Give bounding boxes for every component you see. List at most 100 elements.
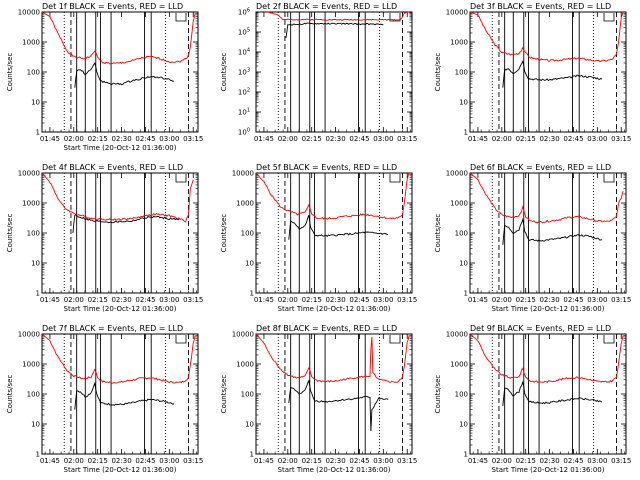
- chart-title: Det 7f BLACK = Events, RED = LLD: [42, 324, 183, 333]
- y-tick-label: 10: [459, 99, 468, 107]
- x-tick-label: 02:00: [278, 135, 298, 143]
- x-tick-label: 02:45: [563, 135, 583, 143]
- y-tick-label: 100: [455, 230, 468, 238]
- events-rate-line: [74, 381, 175, 410]
- plot-frame: [255, 333, 413, 455]
- x-tick-label: 02:30: [539, 296, 559, 304]
- legend-glyph: [175, 174, 187, 183]
- chart-panel-7: Det 7f BLACK = Events, RED = LLD 1 10 100 10…: [6, 324, 203, 474]
- y-tick-label: 1000: [22, 200, 40, 208]
- lld-rate-line: [42, 173, 194, 223]
- chart-title: Det 2f BLACK = Events, RED = LLD: [256, 2, 397, 11]
- y-tick-label: 10: [31, 99, 40, 107]
- x-tick-label: 02:15: [88, 296, 108, 304]
- chart-panel-5: Det 5f BLACK = Events, RED = LLD 1 10 100 10…: [220, 163, 417, 313]
- lld-rate-line: [42, 12, 196, 65]
- x-tick-label: 02:00: [64, 135, 84, 143]
- y-tick-label: 1: [36, 290, 40, 298]
- y-axis-label: Counts/sec: [434, 214, 442, 253]
- x-tick-label: 02:00: [278, 457, 298, 465]
- x-tick-label: 03:00: [159, 135, 179, 143]
- legend-glyph: [389, 335, 401, 344]
- x-tick-label: 03:00: [373, 296, 393, 304]
- y-tick-label: 1: [464, 129, 468, 137]
- y-tick-label: 1000: [236, 361, 254, 369]
- legend-glyph: [603, 335, 615, 344]
- chart-panel-3: Det 3f BLACK = Events, RED = LLD 1 10 100 10…: [434, 2, 631, 143]
- x-tick-label: 03:00: [159, 457, 179, 465]
- y-tick-label: 100: [455, 69, 468, 77]
- x-tick-label: 01:45: [254, 457, 274, 465]
- plot-frame: [469, 11, 627, 133]
- y-tick-label: 10: [31, 260, 40, 268]
- x-tick-label: 03:00: [159, 296, 179, 304]
- y-axis-label: Counts/sec: [434, 53, 442, 92]
- x-tick-label: 02:45: [349, 135, 369, 143]
- lld-rate-line: [256, 173, 410, 220]
- x-axis-label: Start Time (20-Oct-12 01:36:00): [64, 144, 177, 152]
- y-tick-label: 102: [238, 88, 250, 97]
- x-tick-label: 02:30: [539, 457, 559, 465]
- x-tick-label: 02:30: [111, 296, 131, 304]
- x-tick-label: 02:00: [64, 457, 84, 465]
- x-tick-label: 02:15: [516, 135, 536, 143]
- lld-rate-line: [470, 173, 624, 224]
- y-tick-label: 1: [464, 290, 468, 298]
- x-tick-label: 03:15: [183, 296, 203, 304]
- y-tick-label: 10000: [446, 331, 468, 339]
- x-tick-label: 03:15: [183, 457, 203, 465]
- y-tick-label: 1000: [450, 39, 468, 47]
- legend-glyph: [603, 174, 615, 183]
- x-axis-label: Start Time (20-Oct-12 01:36:00): [492, 305, 605, 313]
- x-tick-label: 01:45: [468, 296, 488, 304]
- x-axis-label: Start Time (20-Oct-12 01:36:00): [278, 305, 391, 313]
- chart-title: Det 9f BLACK = Events, RED = LLD: [470, 324, 611, 333]
- x-tick-label: 02:45: [135, 296, 155, 304]
- plot-frame: [41, 333, 199, 455]
- y-tick-label: 10: [245, 421, 254, 429]
- chart-title: Det 3f BLACK = Events, RED = LLD: [470, 2, 611, 11]
- y-axis-label: Counts/sec: [220, 53, 228, 92]
- y-tick-label: 1: [464, 451, 468, 459]
- legend-glyph: [175, 13, 187, 22]
- x-tick-label: 02:30: [325, 457, 345, 465]
- y-tick-label: 10000: [18, 331, 40, 339]
- events-rate-line: [72, 214, 179, 234]
- events-rate-line: [502, 380, 603, 406]
- x-tick-label: 02:45: [349, 296, 369, 304]
- events-rate-line: [74, 62, 175, 88]
- x-tick-label: 02:45: [135, 457, 155, 465]
- x-tick-label: 02:30: [325, 296, 345, 304]
- y-tick-label: 1: [250, 451, 254, 459]
- y-tick-label: 10: [245, 260, 254, 268]
- y-tick-label: 10: [31, 421, 40, 429]
- y-tick-label: 100: [238, 128, 250, 137]
- y-tick-label: 1000: [22, 361, 40, 369]
- x-tick-label: 02:30: [111, 135, 131, 143]
- plot-frame: [255, 11, 413, 133]
- y-axis-label: Counts/sec: [6, 53, 14, 92]
- plot-frame: [41, 11, 199, 133]
- x-axis-label: Start Time (20-Oct-12 01:36:00): [64, 466, 177, 474]
- x-tick-label: 03:15: [397, 135, 417, 143]
- lld-rate-line: [264, 12, 410, 21]
- y-tick-label: 100: [241, 391, 254, 399]
- y-tick-label: 100: [27, 230, 40, 238]
- x-tick-label: 02:45: [135, 135, 155, 143]
- x-tick-label: 02:30: [325, 135, 345, 143]
- y-tick-label: 10000: [18, 170, 40, 178]
- legend-glyph: [175, 335, 187, 344]
- x-tick-label: 02:00: [278, 296, 298, 304]
- y-tick-label: 104: [238, 48, 250, 57]
- y-tick-label: 1000: [450, 361, 468, 369]
- y-tick-label: 100: [27, 69, 40, 77]
- legend-glyph: [389, 13, 401, 22]
- x-tick-label: 02:45: [563, 296, 583, 304]
- y-tick-label: 10: [459, 260, 468, 268]
- x-tick-label: 01:45: [40, 135, 60, 143]
- chart-title: Det 5f BLACK = Events, RED = LLD: [256, 163, 397, 172]
- plot-frame: [469, 333, 627, 455]
- events-rate-line: [288, 215, 389, 240]
